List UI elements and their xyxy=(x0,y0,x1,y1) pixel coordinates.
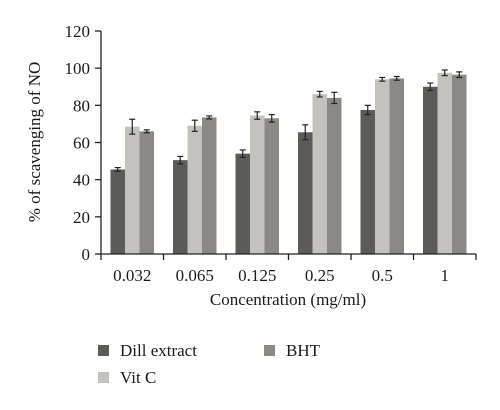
bar-dill-extract xyxy=(423,86,438,254)
bar-dill-extract xyxy=(110,169,125,254)
x-tick-label: 0.065 xyxy=(176,266,214,285)
error-bar xyxy=(191,119,198,132)
error-bar xyxy=(441,69,448,77)
error-bar xyxy=(331,91,338,105)
bar-bht xyxy=(452,74,467,254)
bar-dill-extract xyxy=(235,153,250,254)
bar-bht xyxy=(389,78,404,254)
legend-swatch xyxy=(98,345,109,356)
legend-item: Dill extract xyxy=(98,341,197,360)
x-tick-label: 1 xyxy=(441,266,450,285)
x-tick-label: 0.032 xyxy=(113,266,151,285)
y-tick-label: 0 xyxy=(82,245,91,264)
error-bar xyxy=(456,71,463,79)
bar-dill-extract xyxy=(173,160,188,254)
error-bar xyxy=(427,82,434,92)
legend-item: Vit C xyxy=(98,368,156,387)
y-ticks: 0 20 40 60 80 100 120 xyxy=(65,22,101,264)
y-tick-label: 40 xyxy=(73,171,90,190)
bar-bht xyxy=(327,97,342,255)
error-bar xyxy=(114,166,121,172)
error-bars-layer xyxy=(114,69,463,172)
x-tick-label: 0.125 xyxy=(238,266,276,285)
error-bar xyxy=(302,124,309,141)
y-tick-label: 100 xyxy=(65,59,91,78)
x-ticks: 0.032 0.065 0.125 0.25 0.5 1 xyxy=(100,254,477,285)
x-tick-label: 0.5 xyxy=(372,266,393,285)
error-bar xyxy=(268,114,275,123)
bar-bht xyxy=(264,118,279,254)
bar-dill-extract xyxy=(360,109,375,255)
y-tick-label: 120 xyxy=(65,22,91,41)
bar-bht xyxy=(139,131,154,254)
x-tick-label: 0.25 xyxy=(305,266,335,285)
error-bar xyxy=(364,104,371,116)
bars-layer xyxy=(110,72,467,255)
bar-vit-c xyxy=(250,115,265,254)
y-axis-title: % of scavenging of NO xyxy=(25,62,44,223)
legend-item: BHT xyxy=(264,341,321,360)
legend-label: Dill extract xyxy=(120,341,197,360)
x-axis-title: Concentration (mg/ml) xyxy=(210,290,366,309)
error-bar xyxy=(239,149,246,158)
error-bar xyxy=(254,111,261,120)
error-bar xyxy=(393,75,400,81)
legend-label: Vit C xyxy=(120,368,156,387)
legend-swatch xyxy=(264,345,275,356)
y-tick-label: 80 xyxy=(73,96,90,115)
bar-vit-c xyxy=(375,79,390,254)
error-bar xyxy=(206,115,213,120)
legend-label: BHT xyxy=(286,341,321,360)
error-bar xyxy=(143,129,150,134)
bar-bht xyxy=(202,117,217,254)
error-bar xyxy=(379,76,386,82)
bar-vit-c xyxy=(312,94,327,254)
bar-dill-extract xyxy=(298,132,313,254)
bar-vit-c xyxy=(125,126,140,254)
y-tick-label: 20 xyxy=(73,208,90,227)
y-tick-label: 60 xyxy=(73,134,90,153)
error-bar xyxy=(177,155,184,165)
error-bar xyxy=(129,118,136,135)
legend: Dill extract BHT Vit C xyxy=(98,341,321,387)
error-bar xyxy=(316,90,323,98)
bar-vit-c xyxy=(437,72,452,254)
bar-vit-c xyxy=(187,125,202,255)
legend-swatch xyxy=(98,372,109,383)
